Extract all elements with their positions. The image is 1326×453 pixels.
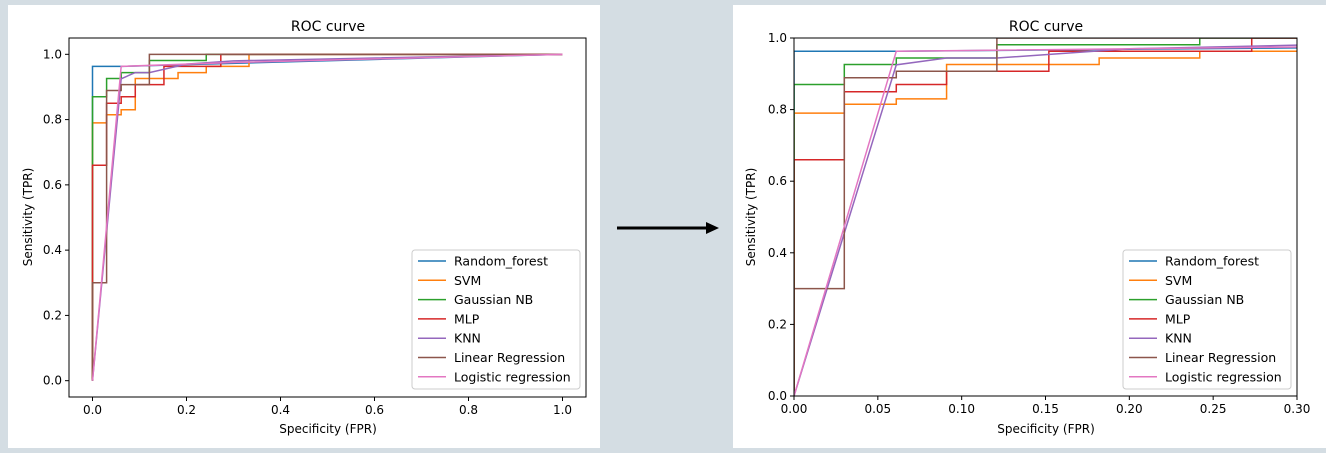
legend-label-knn: KNN [1165, 331, 1192, 346]
series-lines [91, 53, 563, 381]
transition-arrow [617, 222, 719, 234]
roc-chart-full: ROC curve Specificity (FPR) Sensitivity … [21, 19, 587, 436]
series-line-logistic-regression [794, 46, 1297, 396]
roc-chart-zoom: ROC curve Specificity (FPR) Sensitivity … [744, 19, 1311, 436]
x-tick-label: 0.20 [1116, 402, 1143, 416]
legend-label-mlp: MLP [1165, 311, 1191, 326]
x-tick-label: 0.25 [1200, 402, 1227, 416]
y-tick-label: 0.4 [43, 243, 62, 257]
legend: Random_forest SVM Gaussian NB MLP KNN Linear … [1122, 249, 1292, 390]
series-line-gaussian-nb [794, 38, 1297, 396]
x-axis-label: Specificity (FPR) [279, 422, 377, 436]
legend-label-logistic-regression: Logistic regression [1165, 369, 1282, 384]
series-line-linear-regression [91, 53, 563, 381]
series-line-logistic-regression [91, 53, 563, 381]
legend-box [411, 249, 581, 390]
arrow-head [706, 222, 719, 234]
y-tick-label: 0.8 [43, 113, 62, 127]
y-tick-label: 0.4 [768, 246, 787, 260]
y-axis-label: Sensitivity (TPR) [21, 168, 35, 267]
plot-frame [68, 37, 587, 398]
legend-label-gaussian-nb: Gaussian NB [454, 292, 533, 307]
x-tick-label: 0.30 [1284, 402, 1311, 416]
legend-items: Random_forest SVM Gaussian NB MLP KNN Linear … [1129, 254, 1282, 384]
x-tick-label: 0.05 [864, 402, 891, 416]
legend-label-logistic-regression: Logistic regression [454, 369, 571, 384]
y-tick-label: 0.2 [43, 308, 62, 322]
y-tick-label: 1.0 [43, 47, 62, 61]
legend-box [1122, 249, 1292, 390]
series-lines [794, 38, 1297, 396]
x-tick-label: 0.15 [1032, 402, 1059, 416]
plot-frame [793, 37, 1298, 397]
legend-label-gaussian-nb: Gaussian NB [1165, 292, 1244, 307]
x-tick-label: 0.4 [271, 403, 290, 417]
x-ticks: 0.00 0.05 0.10 0.15 0.20 0.25 0.30 [781, 396, 1311, 416]
y-tick-label: 0.6 [768, 174, 787, 188]
chart-title: ROC curve [291, 19, 365, 35]
y-tick-label: 1.0 [768, 31, 787, 45]
legend: Random_forest SVM Gaussian NB MLP KNN Linear … [411, 249, 581, 390]
legend-label-svm: SVM [1165, 273, 1192, 288]
y-axis-label: Sensitivity (TPR) [744, 168, 758, 267]
legend-label-linear-regression: Linear Regression [454, 350, 565, 365]
series-line-linear-regression [794, 38, 1297, 396]
y-tick-label: 0.2 [768, 317, 787, 331]
legend-label-svm: SVM [454, 273, 481, 288]
legend-label-knn: KNN [454, 331, 481, 346]
y-tick-label: 0.0 [768, 389, 787, 403]
x-axis-label: Specificity (FPR) [997, 422, 1095, 436]
x-tick-label: 0.00 [781, 402, 808, 416]
chart-title: ROC curve [1009, 19, 1083, 35]
y-tick-label: 0.6 [43, 178, 62, 192]
x-tick-label: 0.8 [459, 403, 478, 417]
legend-label-random-forest: Random_forest [1165, 254, 1259, 269]
x-tick-label: 0.2 [177, 403, 196, 417]
x-tick-label: 0.0 [83, 403, 102, 417]
x-tick-label: 0.10 [948, 402, 975, 416]
y-ticks: 0.0 0.2 0.4 0.6 0.8 1.0 [43, 47, 69, 388]
legend-label-random-forest: Random_forest [454, 254, 548, 269]
x-ticks: 0.0 0.2 0.4 0.6 0.8 1.0 [83, 397, 572, 417]
y-tick-label: 0.0 [43, 374, 62, 388]
legend-label-mlp: MLP [454, 311, 480, 326]
y-tick-label: 0.8 [768, 103, 787, 117]
legend-items: Random_forest SVM Gaussian NB MLP KNN Linear … [418, 254, 571, 384]
x-tick-label: 1.0 [553, 403, 572, 417]
x-tick-label: 0.6 [365, 403, 384, 417]
legend-label-linear-regression: Linear Regression [1165, 350, 1276, 365]
y-ticks: 0.0 0.2 0.4 0.6 0.8 1.0 [768, 31, 794, 403]
